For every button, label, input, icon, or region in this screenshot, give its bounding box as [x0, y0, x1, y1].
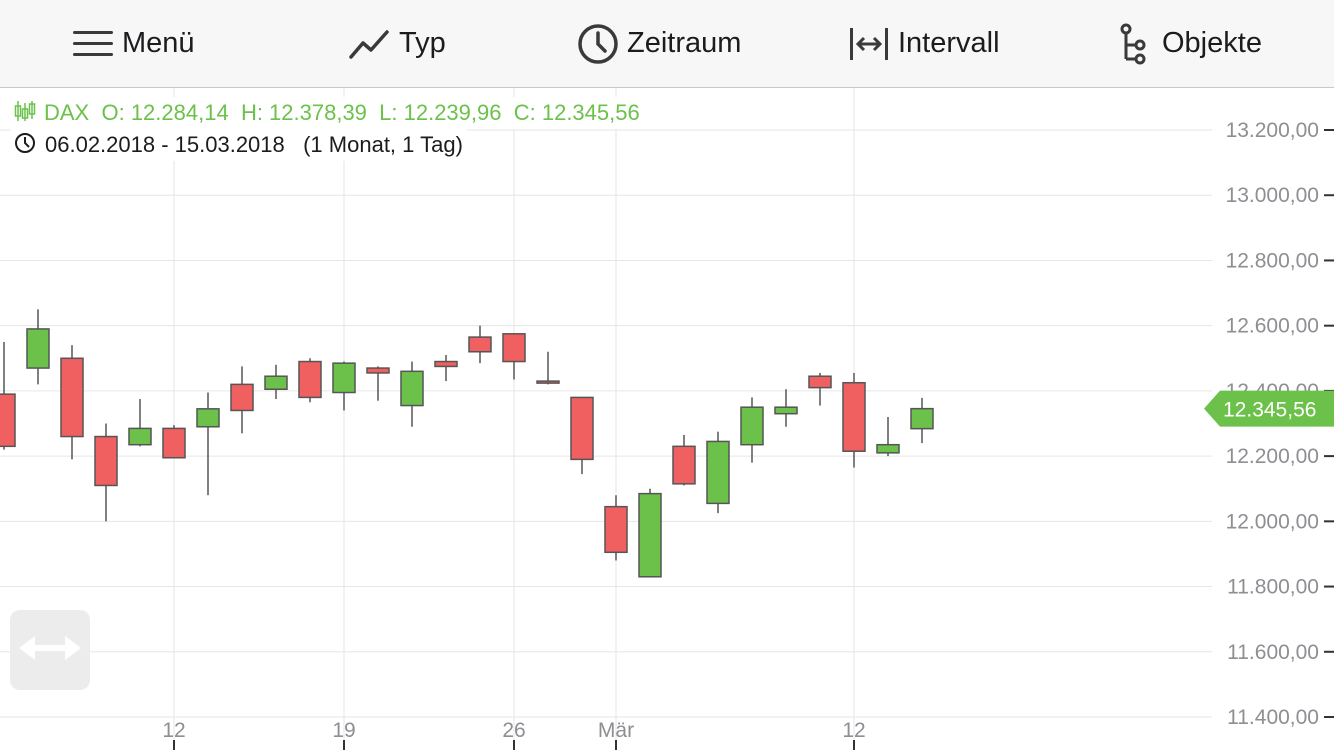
candle-body	[536, 380, 560, 384]
candle-body	[604, 505, 628, 554]
grid	[0, 88, 1212, 750]
last-price-tag: 12.345,56	[1204, 390, 1334, 427]
date-range: 06.02.2018 - 15.03.2018	[45, 132, 285, 157]
x-tick-label: 12	[842, 719, 865, 742]
candle-body	[740, 406, 764, 446]
x-tick-label: 19	[332, 719, 355, 742]
candle-body	[230, 383, 254, 412]
y-tick-label: 11.400,00	[1227, 706, 1319, 729]
y-tick-label: 12.600,00	[1226, 315, 1319, 338]
type-button[interactable]: Typ	[349, 0, 446, 87]
candle-body	[434, 360, 458, 368]
candles	[0, 309, 934, 578]
candlestick-chart[interactable]: 13.200,0013.000,0012.800,0012.600,0012.4…	[0, 88, 1334, 750]
low-value: L: 12.239,96	[379, 100, 502, 125]
objects-label: Objekte	[1162, 27, 1262, 59]
menu-button[interactable]: Menü	[72, 0, 195, 87]
ohlc-legend: DAX O: 12.284,14 H: 12.378,39 L: 12.239,…	[10, 97, 644, 129]
candle-body	[162, 427, 186, 459]
candle-body	[808, 375, 832, 389]
candle-body	[264, 375, 288, 391]
candle-body	[366, 367, 390, 374]
candle-body	[706, 440, 730, 505]
candle-body	[94, 435, 118, 487]
candle-body	[128, 427, 152, 446]
clock-icon	[577, 23, 619, 65]
open-value: O: 12.284,14	[101, 100, 229, 125]
last-price-label: 12.345,56	[1223, 399, 1316, 422]
candle-body	[196, 408, 220, 428]
range-legend: 06.02.2018 - 15.03.2018 (1 Monat, 1 Tag)	[10, 129, 467, 161]
candle-body	[60, 357, 84, 438]
menu-label: Menü	[122, 27, 195, 59]
candle-body	[774, 406, 798, 415]
last-price-marker	[1204, 390, 1334, 427]
candle-body	[570, 396, 594, 461]
interval-button[interactable]: Intervall	[848, 0, 1000, 87]
pan-button[interactable]	[10, 610, 90, 690]
candle-body	[502, 333, 526, 363]
period-interval: (1 Monat, 1 Tag)	[303, 132, 463, 157]
candle-body	[0, 393, 16, 448]
x-tick-label: 12	[162, 719, 185, 742]
close-value: C: 12.345,56	[513, 100, 640, 125]
candle-body	[26, 328, 50, 369]
candle-body	[672, 445, 696, 485]
y-tick-label: 11.800,00	[1227, 576, 1319, 599]
candle-body	[468, 336, 492, 353]
candle-body	[638, 492, 662, 578]
type-label: Typ	[399, 27, 446, 59]
y-tick-label: 12.800,00	[1226, 249, 1319, 272]
candle-body	[400, 370, 424, 407]
x-tick-label: Mär	[598, 719, 634, 742]
y-tick-label: 12.200,00	[1226, 445, 1319, 468]
x-tick-label: 26	[502, 719, 525, 742]
candlestick-icon	[14, 100, 36, 127]
symbol-label: DAX	[44, 100, 90, 125]
y-tick-label: 11.600,00	[1227, 641, 1319, 664]
objects-button[interactable]: Objekte	[1118, 0, 1262, 87]
candle-body	[298, 360, 322, 399]
period-label: Zeitraum	[627, 27, 742, 59]
candle-body	[876, 443, 900, 454]
high-value: H: 12.378,39	[240, 100, 367, 125]
toolbar: Menü Typ Zeitraum Interval	[0, 0, 1334, 88]
arrows-horizontal-icon	[848, 26, 890, 62]
tree-icon	[1118, 23, 1154, 65]
candle-body	[910, 407, 934, 430]
clock-icon	[14, 132, 36, 159]
chart-info: DAX O: 12.284,14 H: 12.378,39 L: 12.239,…	[10, 97, 644, 161]
y-tick-label: 13.000,00	[1226, 184, 1319, 207]
line-chart-icon	[349, 27, 391, 61]
y-tick-label: 12.000,00	[1226, 510, 1319, 533]
x-axis: 12 19 26 Mär 12	[162, 719, 866, 750]
candle-body	[842, 381, 866, 452]
interval-label: Intervall	[898, 27, 1000, 59]
y-tick-label: 13.200,00	[1226, 119, 1319, 142]
pan-arrows-icon	[17, 633, 83, 668]
candle-body	[332, 362, 356, 394]
hamburger-icon	[72, 27, 114, 61]
period-button[interactable]: Zeitraum	[577, 0, 741, 87]
